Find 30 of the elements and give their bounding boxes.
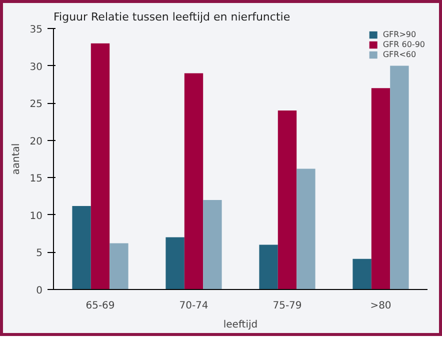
y-tick-label: 25 xyxy=(30,99,43,110)
chart-title: Figuur Relatie tussen leeftijd en nierfunctie xyxy=(54,10,290,24)
y-tick-label: 30 xyxy=(30,62,43,73)
legend-label: GFR>90 xyxy=(382,30,416,39)
x-tick-label: 70-74 xyxy=(179,300,208,312)
bar xyxy=(259,244,278,290)
y-axis-title: aantal xyxy=(10,143,22,175)
x-tick-label: 65-69 xyxy=(86,300,115,312)
bar xyxy=(110,243,128,290)
bar xyxy=(296,168,316,290)
bar xyxy=(203,200,222,290)
bar xyxy=(352,258,372,290)
y-tick-label: 10 xyxy=(30,210,43,222)
y-tick-label: 15 xyxy=(30,174,43,185)
x-axis-title: leeftijd xyxy=(223,320,258,330)
bar xyxy=(184,73,204,290)
x-tick-label: 75-79 xyxy=(272,300,302,312)
bar xyxy=(90,43,110,290)
y-tick-label: 5 xyxy=(36,248,43,260)
legend-label: GFR<60 xyxy=(382,50,416,59)
y-tick-label: 35 xyxy=(30,24,43,36)
x-tick-label: >80 xyxy=(370,300,392,312)
bar xyxy=(166,237,184,290)
bar xyxy=(72,206,91,290)
bar xyxy=(390,66,409,290)
y-tick-label: 0 xyxy=(36,286,43,296)
legend-label: GFR 60-90 xyxy=(382,40,425,49)
y-tick-label: 20 xyxy=(30,136,43,148)
bar xyxy=(278,110,297,290)
bar xyxy=(371,88,390,290)
